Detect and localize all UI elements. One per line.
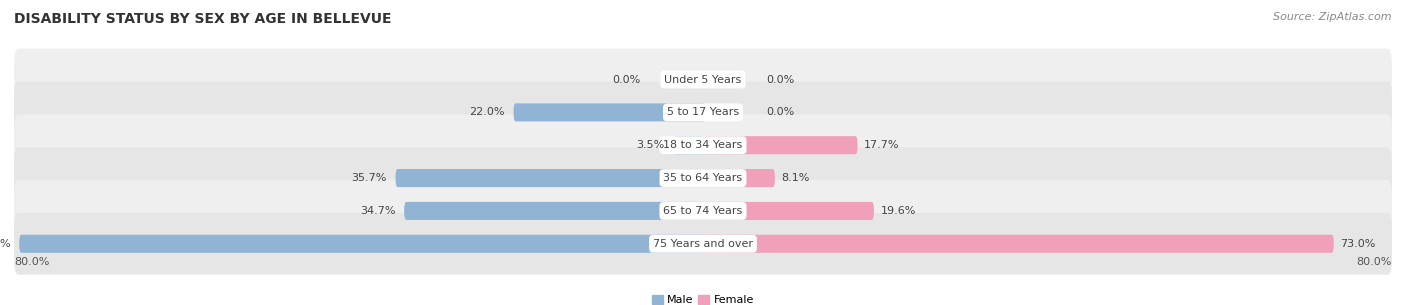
FancyBboxPatch shape (14, 81, 1392, 143)
Text: 75 Years and over: 75 Years and over (652, 239, 754, 249)
Text: 73.0%: 73.0% (1340, 239, 1375, 249)
Text: 0.0%: 0.0% (766, 107, 794, 117)
Text: 17.7%: 17.7% (865, 140, 900, 150)
Text: 35 to 64 Years: 35 to 64 Years (664, 173, 742, 183)
FancyBboxPatch shape (395, 169, 706, 187)
Text: 35.7%: 35.7% (352, 173, 387, 183)
Text: 0.0%: 0.0% (612, 74, 640, 84)
Text: 8.1%: 8.1% (782, 173, 810, 183)
FancyBboxPatch shape (14, 213, 1392, 274)
Text: 3.5%: 3.5% (636, 140, 664, 150)
Text: DISABILITY STATUS BY SEX BY AGE IN BELLEVUE: DISABILITY STATUS BY SEX BY AGE IN BELLE… (14, 12, 391, 26)
FancyBboxPatch shape (14, 147, 1392, 209)
Text: 34.7%: 34.7% (360, 206, 395, 216)
Legend: Male, Female: Male, Female (647, 291, 759, 305)
FancyBboxPatch shape (703, 136, 858, 154)
FancyBboxPatch shape (14, 49, 1392, 110)
FancyBboxPatch shape (404, 202, 706, 220)
Text: 0.0%: 0.0% (766, 74, 794, 84)
Text: 18 to 34 Years: 18 to 34 Years (664, 140, 742, 150)
Text: Source: ZipAtlas.com: Source: ZipAtlas.com (1274, 12, 1392, 22)
Text: 19.6%: 19.6% (880, 206, 915, 216)
FancyBboxPatch shape (20, 235, 706, 253)
FancyBboxPatch shape (513, 103, 706, 121)
Text: 80.0%: 80.0% (14, 257, 49, 267)
Text: 79.4%: 79.4% (0, 239, 11, 249)
Text: 65 to 74 Years: 65 to 74 Years (664, 206, 742, 216)
FancyBboxPatch shape (703, 169, 775, 187)
Text: 5 to 17 Years: 5 to 17 Years (666, 107, 740, 117)
Text: 80.0%: 80.0% (1357, 257, 1392, 267)
FancyBboxPatch shape (673, 136, 706, 154)
FancyBboxPatch shape (703, 202, 875, 220)
Text: 22.0%: 22.0% (470, 107, 505, 117)
FancyBboxPatch shape (703, 235, 1334, 253)
FancyBboxPatch shape (14, 114, 1392, 176)
FancyBboxPatch shape (14, 180, 1392, 242)
Text: Under 5 Years: Under 5 Years (665, 74, 741, 84)
